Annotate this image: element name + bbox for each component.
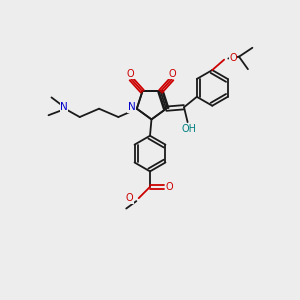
Text: O: O <box>229 53 237 63</box>
Text: OH: OH <box>181 124 196 134</box>
Text: O: O <box>127 69 135 79</box>
Text: N: N <box>60 102 68 112</box>
Text: O: O <box>165 182 173 192</box>
Text: N: N <box>128 102 135 112</box>
Text: O: O <box>126 194 134 203</box>
Text: O: O <box>168 69 176 79</box>
